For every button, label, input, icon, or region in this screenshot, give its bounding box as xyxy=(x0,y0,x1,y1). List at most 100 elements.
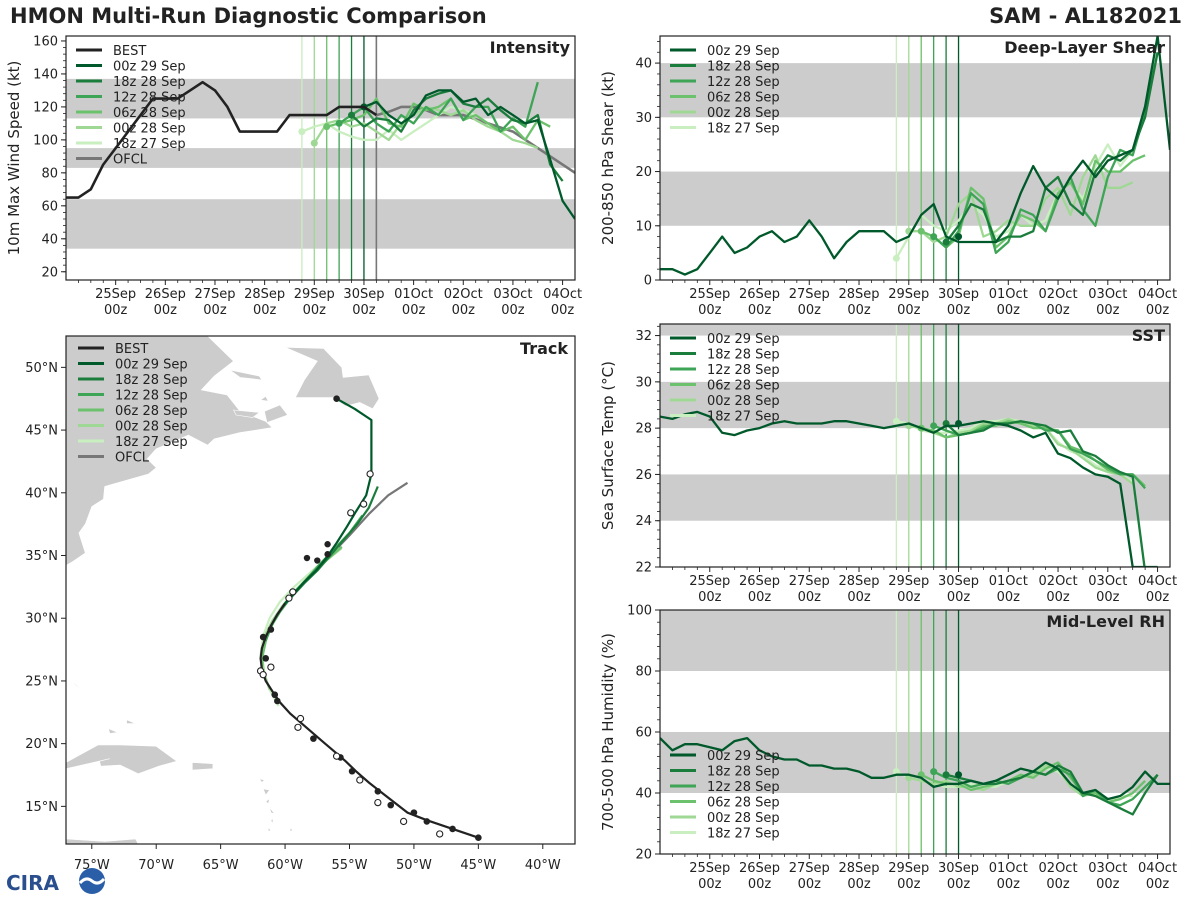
land-mass-11 xyxy=(269,807,276,815)
rh-ytick-label: 60 xyxy=(635,726,652,741)
sst-ytick-label: 22 xyxy=(635,561,652,576)
sst-xtick-date: 26Sep xyxy=(739,574,780,589)
track-best-marker xyxy=(271,691,279,699)
intensity-ytick-label: 140 xyxy=(33,67,58,82)
track-open-marker xyxy=(289,588,297,596)
rh-xtick-date: 30Sep xyxy=(938,861,979,876)
sst-xtick-date: 30Sep xyxy=(938,574,979,589)
land-mass-13 xyxy=(289,826,294,832)
intensity-series-marker-06z-28-sep-0 xyxy=(323,123,331,131)
shear-legend-label: 00z 29 Sep xyxy=(707,44,780,59)
land-mass-12 xyxy=(270,816,274,824)
shear-ylabel: 200-850 hPa Shear (kt) xyxy=(599,71,617,245)
sst-legend-label: 00z 28 Sep xyxy=(707,394,780,409)
shear-series-12z-28-sep xyxy=(932,52,1159,255)
track-series-marker xyxy=(303,554,311,562)
sst-xtick-date: 03Oct xyxy=(1088,574,1127,589)
intensity-xtick-hour: 00z xyxy=(104,303,128,318)
sst-xtick-hour: 00z xyxy=(897,590,921,605)
track-open-marker xyxy=(399,817,408,826)
intensity-series-00z-29-sep xyxy=(363,89,575,220)
track-best-marker xyxy=(348,767,356,775)
intensity-xtick-date: 26Sep xyxy=(145,287,186,302)
track-open-marker xyxy=(347,509,355,517)
intensity-ytick-label: 100 xyxy=(33,133,58,148)
sst-xtick-date: 01Oct xyxy=(989,574,1028,589)
shear-series-marker-18z-27-sep-0 xyxy=(892,254,900,262)
sst-xtick-date: 04Oct xyxy=(1138,574,1177,589)
intensity-xtick-date: 02Oct xyxy=(444,287,483,302)
rh-series-marker-18z-27-sep-0 xyxy=(892,768,900,776)
track-best-marker xyxy=(410,809,418,816)
track-ytick-label: 45°N xyxy=(25,424,58,439)
intensity-band-0 xyxy=(66,199,575,249)
land-mass-8 xyxy=(258,778,265,783)
sst-xtick-hour: 00z xyxy=(1146,590,1170,605)
track-xtick-label: 55°W xyxy=(332,858,368,873)
shear-series-marker-18z-28-sep-0 xyxy=(942,238,950,246)
track-xtick-label: 60°W xyxy=(267,858,303,873)
shear-xtick-hour: 00z xyxy=(947,303,971,318)
track-legend-label: 06z 28 Sep xyxy=(115,404,188,419)
intensity-title: Intensity xyxy=(490,38,571,57)
sst-band-2 xyxy=(660,324,1170,336)
intensity-series-marker-12z-28-sep-0 xyxy=(335,119,343,127)
track-open-marker xyxy=(332,752,341,760)
track-ytick-label: 35°N xyxy=(25,549,58,564)
sst-plot-area xyxy=(660,324,1170,567)
intensity-ytick-label: 20 xyxy=(41,265,58,280)
intensity-series-marker-18z-27-sep-0 xyxy=(298,128,306,136)
land-mass-4 xyxy=(259,395,269,402)
intensity-legend-label: 18z 28 Sep xyxy=(113,75,186,90)
shear-xtick-date: 01Oct xyxy=(989,287,1028,302)
track-series-marker xyxy=(314,557,321,564)
land-mass-7 xyxy=(192,762,214,771)
track-legend-label: 00z 28 Sep xyxy=(115,420,188,435)
sst-ytick-label: 32 xyxy=(635,329,652,344)
shear-xtick-date: 30Sep xyxy=(938,287,979,302)
track-ytick-label: 25°N xyxy=(25,674,58,689)
intensity-xtick-hour: 00z xyxy=(154,303,178,318)
shear-ytick-label: 30 xyxy=(635,111,652,126)
track-legend-label: 12z 28 Sep xyxy=(115,389,188,404)
sst-legend-label: 06z 28 Sep xyxy=(707,379,780,394)
track-legend-label: 18z 27 Sep xyxy=(115,435,188,450)
rh-panel: 2040608010025Sep00z26Sep00z27Sep00z28Sep… xyxy=(599,604,1177,893)
track-best-marker xyxy=(262,655,270,662)
intensity-xtick-hour: 00z xyxy=(303,303,327,318)
track-ytick-label: 30°N xyxy=(25,612,58,627)
shear-series-00z-29-sep xyxy=(660,36,1170,276)
land-mass-18 xyxy=(126,719,136,724)
intensity-panel: 2040608010012014016025Sep00z26Sep00z27Se… xyxy=(5,34,582,318)
shear-xtick-date: 29Sep xyxy=(888,287,929,302)
intensity-legend-label: 00z 28 Sep xyxy=(113,122,186,137)
track-best-marker xyxy=(333,395,340,403)
intensity-series-marker-18z-28-sep-0 xyxy=(348,111,356,119)
land-mass-9 xyxy=(262,788,271,796)
sst-ytick-label: 28 xyxy=(635,422,652,437)
sst-xtick-hour: 00z xyxy=(1046,590,1070,605)
sst-ytick-label: 30 xyxy=(635,375,652,390)
intensity-legend-label: 18z 27 Sep xyxy=(113,137,186,152)
rh-xtick-hour: 00z xyxy=(698,877,722,892)
sst-title: SST xyxy=(1132,326,1165,345)
track-best-marker xyxy=(267,626,275,633)
land-mass-19 xyxy=(66,838,139,844)
sst-series-18z-28-sep xyxy=(945,420,1146,567)
rh-series-marker-18z-28-sep-0 xyxy=(942,771,950,779)
intensity-xtick-date: 30Sep xyxy=(343,287,384,302)
sst-xtick-hour: 00z xyxy=(997,590,1021,605)
track-open-marker xyxy=(267,663,275,671)
intensity-xtick-hour: 00z xyxy=(501,303,525,318)
rh-band-1 xyxy=(660,610,1170,671)
rh-legend-label: 00z 29 Sep xyxy=(707,749,780,764)
track-open-marker xyxy=(285,594,293,602)
shear-xtick-hour: 00z xyxy=(798,303,822,318)
rh-title: Mid-Level RH xyxy=(1046,612,1165,631)
sst-xtick-date: 27Sep xyxy=(789,574,830,589)
land-mass-1 xyxy=(284,347,380,410)
rh-xtick-date: 01Oct xyxy=(989,861,1028,876)
rh-xtick-hour: 00z xyxy=(847,877,871,892)
